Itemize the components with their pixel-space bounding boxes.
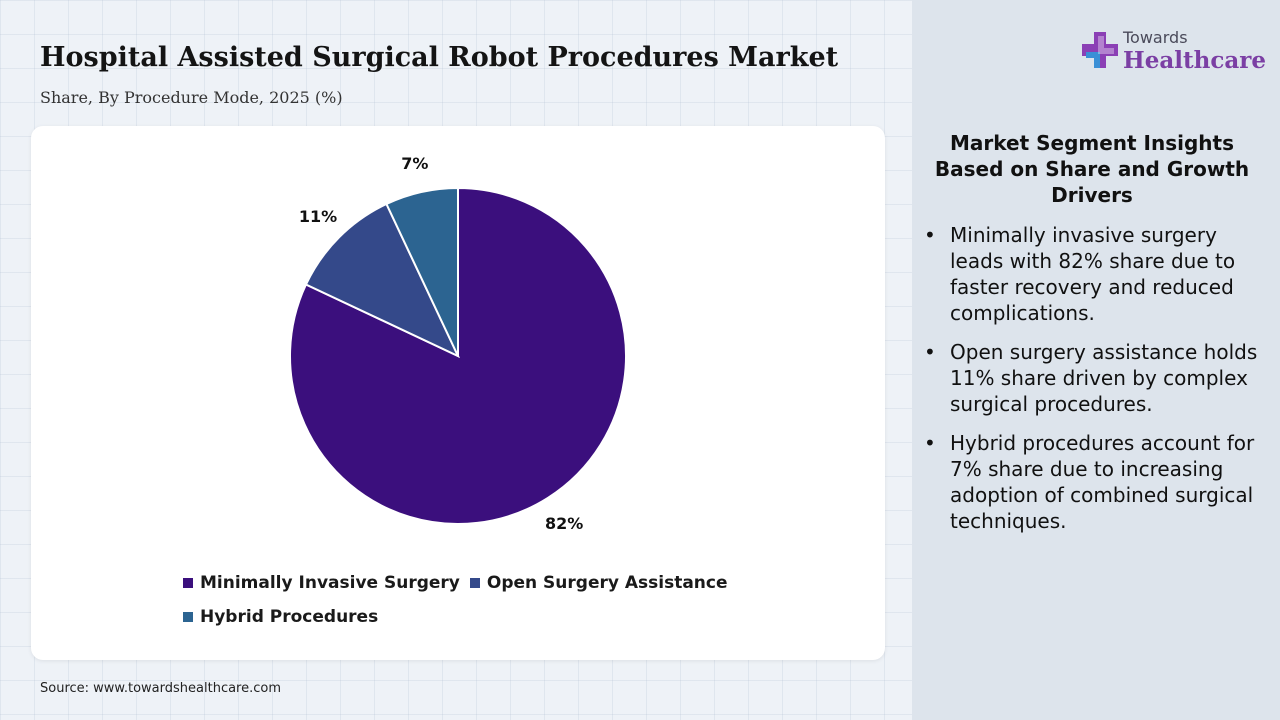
slice-minimally-invasive [289,186,627,525]
legend-item-open-surgery: Open Surgery Assistance [469,573,728,593]
chart-title: Hospital Assisted Surgical Robot Procedu… [40,42,839,73]
logo-main-text: Healthcare [1123,47,1267,74]
legend-item-minimally-invasive: Minimally Invasive Surgery [183,573,460,593]
source-note: Source: www.towardshealthcare.com [40,681,282,696]
bullet-icon: • [924,223,936,247]
insight-text: Open surgery assistance holds 11% share … [950,340,1258,416]
pie-chart: 82% 11% 7% [289,154,627,533]
legend-label: Minimally Invasive Surgery [200,573,460,593]
slice-label-open-surgery: 11% [299,207,337,226]
chart-card: 82% 11% 7% Minimally Invasive Surgery Open… [31,126,885,660]
legend-item-hybrid: Hybrid Procedures [183,607,378,627]
slice-open-surgery [304,202,461,359]
legend-label: Hybrid Procedures [200,607,379,627]
slice-label-minimally-invasive: 82% [545,514,583,533]
insight-item: • Hybrid procedures account for 7% share … [924,430,1264,534]
legend-swatch [469,578,480,588]
bullet-icon: • [924,431,936,455]
insights-list: • Minimally invasive surgery leads with 8… [924,222,1264,547]
chart-subtitle: Share, By Procedure Mode, 2025 (%) [40,88,343,107]
insight-item: • Minimally invasive surgery leads with 8… [924,222,1264,326]
chart-panel: Hospital Assisted Surgical Robot Procedu… [31,42,885,696]
insight-text: Minimally invasive surgery leads with 82… [950,223,1236,325]
legend-label: Open Surgery Assistance [486,573,728,593]
cross-icon [1082,32,1118,68]
legend-swatch [183,612,193,622]
slice-hybrid [385,186,459,357]
brand-logo: Towards Healthcare [1080,28,1266,80]
insights-panel: Towards Healthcare Market Segment Insigh… [912,0,1280,720]
insight-text: Hybrid procedures account for 7% share d… [950,431,1255,533]
chart-legend: Minimally Invasive Surgery Open Surgery … [183,566,783,634]
insight-item: • Open surgery assistance holds 11% share… [924,339,1264,417]
logo-top-text: Towards [1123,28,1188,47]
slice-label-hybrid: 7% [401,154,428,173]
legend-swatch [183,578,193,588]
bullet-icon: • [924,340,936,364]
insights-heading: Market Segment Insights Based on Share a… [934,131,1250,207]
